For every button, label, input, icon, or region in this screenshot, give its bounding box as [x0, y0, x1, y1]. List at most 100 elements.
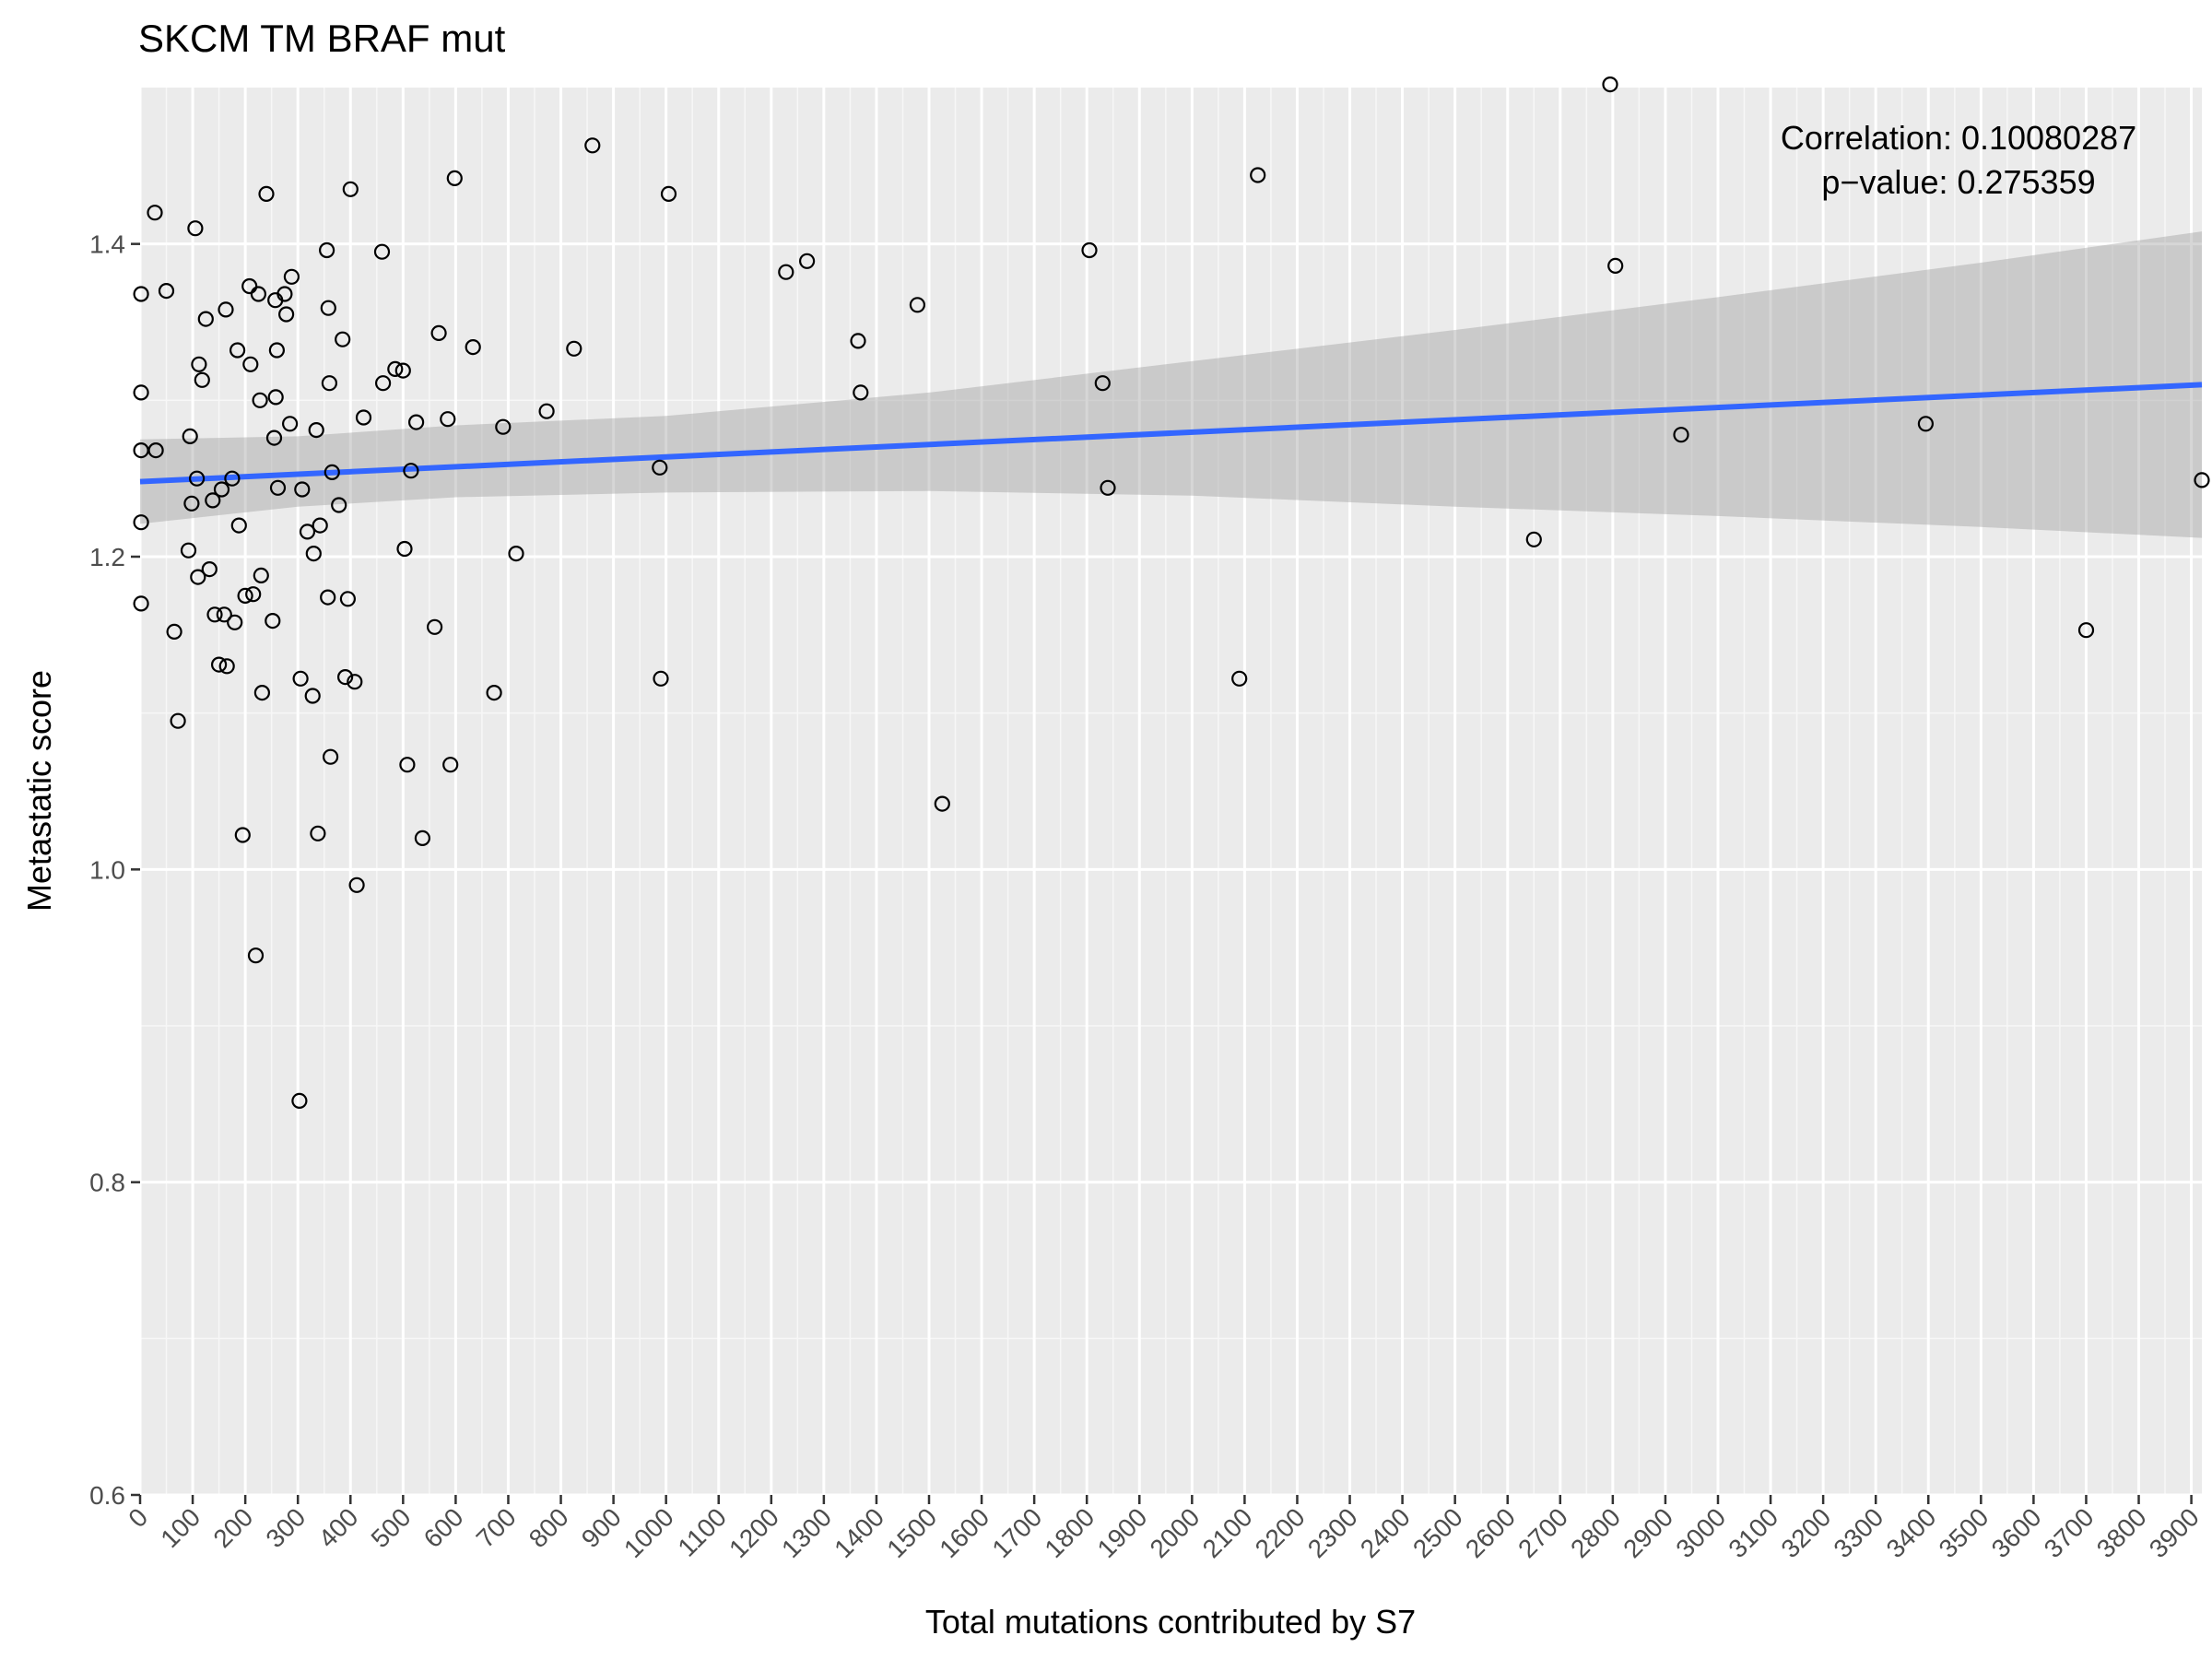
data-point [2077, 622, 2095, 639]
data-point [1917, 416, 1934, 432]
data-point [253, 567, 269, 584]
data-point [320, 589, 336, 606]
x-tick-label: 2100 [1197, 1502, 1258, 1563]
chart-title: SKCM TM BRAF mut [138, 17, 506, 60]
data-point [252, 392, 268, 408]
data-point [230, 517, 247, 534]
data-point [1231, 670, 1248, 687]
x-tick-label: 500 [366, 1502, 417, 1553]
data-point [1525, 531, 1542, 547]
data-point [242, 356, 259, 372]
data-point [495, 418, 512, 435]
data-point [323, 748, 339, 765]
data-point [304, 688, 321, 704]
x-tick-label: 1200 [724, 1502, 784, 1563]
data-point [442, 757, 459, 773]
data-point [206, 606, 223, 623]
data-point [324, 464, 340, 481]
data-point [265, 429, 283, 446]
data-point [276, 286, 293, 302]
data-point [258, 185, 275, 202]
data-point [133, 514, 149, 531]
data-point [778, 264, 794, 280]
x-tick-label: 700 [471, 1502, 522, 1553]
y-axis-label: Metastatic score [20, 670, 58, 912]
data-point [652, 459, 668, 476]
x-tick-label: 2600 [1460, 1502, 1521, 1563]
data-point [291, 1092, 308, 1110]
data-point [339, 591, 356, 607]
data-point [909, 297, 926, 313]
x-tick-label: 1700 [986, 1502, 1047, 1563]
data-point [194, 371, 210, 388]
y-tick-label: 1.2 [89, 543, 125, 571]
x-tick-label: 1100 [672, 1502, 732, 1562]
x-tick-label: 1900 [1092, 1502, 1153, 1563]
data-point [278, 306, 295, 323]
data-point [201, 560, 218, 578]
data-point [653, 670, 669, 687]
data-point [294, 481, 311, 498]
data-points [133, 76, 2210, 1110]
x-tick-label: 3800 [2091, 1502, 2152, 1563]
data-point [342, 181, 359, 197]
data-point [508, 545, 524, 562]
data-point [218, 658, 235, 675]
data-point [660, 185, 677, 202]
data-point [229, 342, 246, 359]
x-axis: 0 100 200 300 400 500 600 700 800 900100011001200… [123, 1495, 2205, 1563]
data-point [190, 569, 206, 585]
data-point [396, 540, 413, 558]
data-point [133, 595, 149, 612]
data-point [267, 389, 284, 406]
data-point [414, 830, 430, 847]
data-point [538, 403, 555, 419]
data-point [375, 375, 392, 392]
x-tick-label: 1600 [934, 1502, 994, 1563]
x-tick-label: 2700 [1512, 1502, 1573, 1563]
x-tick-label: 2200 [1250, 1502, 1311, 1563]
data-point [446, 170, 463, 186]
x-axis-label: Total mutations contributed by S7 [925, 1603, 1416, 1641]
x-tick-label: 2500 [1407, 1502, 1468, 1563]
data-point [170, 712, 186, 729]
y-axis: 0.6 0.8 1.0 1.2 1.4 [89, 230, 140, 1510]
data-point [335, 331, 351, 347]
data-point [308, 422, 324, 439]
data-point [180, 542, 197, 559]
data-point [427, 618, 443, 635]
data-point [247, 947, 265, 964]
data-point [182, 428, 198, 444]
data-point [850, 333, 866, 349]
data-point [1100, 479, 1116, 496]
y-tick-label: 0.8 [89, 1169, 125, 1197]
data-point [2194, 472, 2210, 488]
x-tick-label: 2900 [1618, 1502, 1678, 1563]
y-tick-label: 1.0 [89, 855, 125, 884]
x-tick-label: 1000 [618, 1502, 679, 1563]
data-point [197, 311, 214, 327]
data-point [355, 409, 372, 426]
data-point [373, 243, 391, 260]
data-point [187, 220, 204, 237]
data-point [299, 524, 316, 540]
x-tick-label: 1300 [776, 1502, 837, 1563]
data-point [183, 495, 200, 512]
data-point [241, 277, 258, 295]
data-point [218, 301, 234, 318]
data-point [227, 614, 243, 630]
data-point [292, 670, 309, 687]
data-point [310, 825, 326, 841]
data-point [265, 612, 281, 629]
pvalue-annotation: p−value: 0.275359 [1821, 163, 2095, 201]
minor-gridlines [140, 88, 2202, 1495]
data-point [934, 795, 950, 812]
plot-panel [140, 88, 2202, 1495]
x-tick-label: 1400 [829, 1502, 889, 1563]
data-point [216, 606, 232, 623]
data-point [133, 384, 149, 401]
data-point [1602, 76, 1618, 93]
data-point [213, 481, 230, 498]
x-tick-label: 800 [524, 1502, 574, 1553]
data-point [250, 286, 266, 302]
